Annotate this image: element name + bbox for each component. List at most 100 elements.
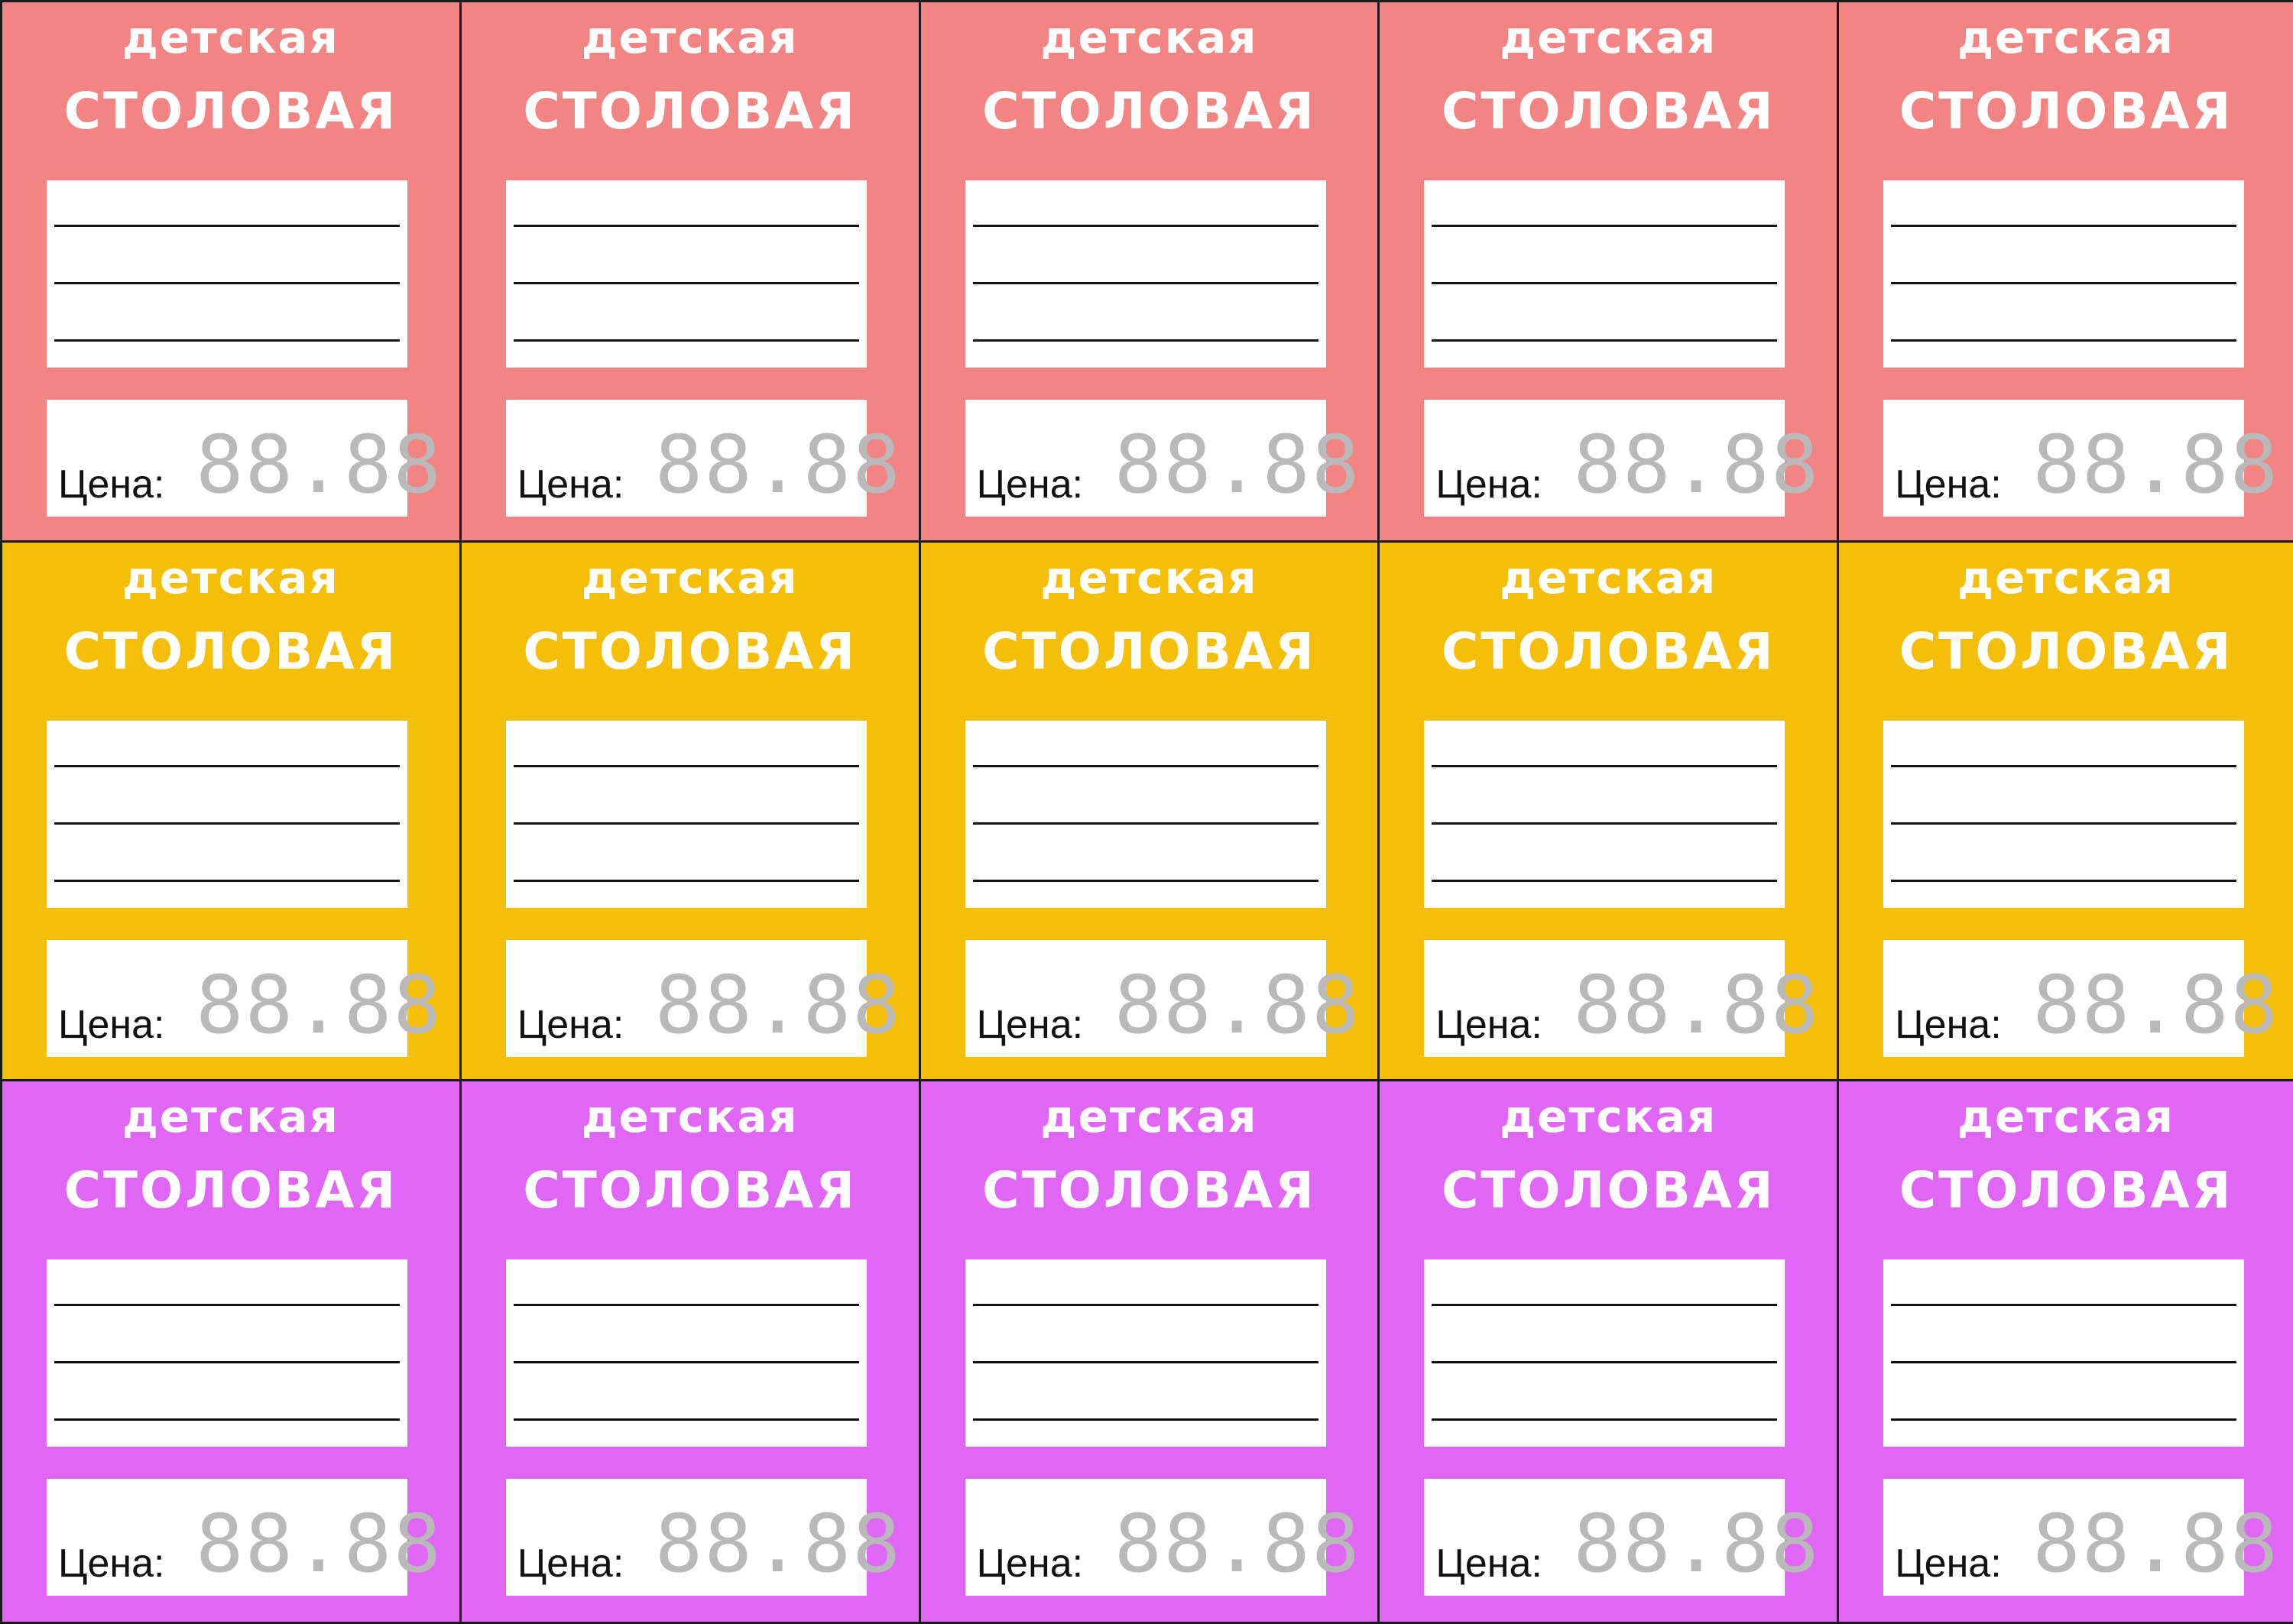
product-name-box [505,1259,867,1447]
product-name-box [965,180,1326,368]
tag-title-line2: СТОЛОВАЯ [523,622,858,681]
writing-line [54,339,400,342]
writing-line [1432,822,1778,825]
writing-line [513,1418,859,1421]
writing-line [1432,1361,1778,1363]
price-box: Цена: 88.88 [965,1479,1360,1596]
price-placeholder-digits: 88.88 [654,418,902,511]
tag-title-line1: детская [1500,1091,1717,1143]
product-name-box [965,721,1326,908]
tag-title-line2: СТОЛОВАЯ [1441,1161,1776,1220]
price-box: Цена: 88.88 [1883,400,2278,517]
tag-title-line2: СТОЛОВАЯ [982,1161,1316,1220]
price-tag: детская СТОЛОВАЯ Цена: 88.88 [459,1079,921,1624]
tag-title-line2: СТОЛОВАЯ [63,82,398,141]
writing-line [972,225,1318,227]
tag-title-line2: СТОЛОВАЯ [1441,82,1776,141]
price-tag: детская СТОЛОВАЯ Цена: 88.88 [1837,1079,2293,1624]
price-tag: детская СТОЛОВАЯ Цена: 88.88 [918,540,1380,1081]
price-label: Цена: [1895,1541,2002,1586]
writing-line [1891,225,2237,227]
price-placeholder-digits: 88.88 [196,1497,443,1590]
price-tag: детская СТОЛОВАЯ Цена: 88.88 [1377,0,1840,543]
tag-title-line2: СТОЛОВАЯ [63,1161,398,1220]
writing-line [1891,282,2237,284]
price-box: Цена: 88.88 [505,940,900,1057]
tag-title-line1: детская [581,552,799,604]
tag-title-line2: СТОЛОВАЯ [1899,1161,2233,1220]
product-name-box [1883,721,2245,908]
writing-line [972,282,1318,284]
writing-line [1432,880,1778,882]
writing-line [54,880,400,882]
price-box: Цена: 88.88 [1424,940,1818,1057]
tag-title-line1: детская [122,552,339,604]
writing-line [1891,765,2237,767]
writing-line [1432,1304,1778,1306]
price-tag: детская СТОЛОВАЯ Цена: 88.88 [918,1079,1380,1624]
tag-row-violet: детская СТОЛОВАЯ Цена: 88.88 детская СТОЛОВАЯ… [0,1079,2293,1624]
writing-line [972,765,1318,767]
tag-title-line1: детская [1040,1091,1258,1143]
writing-line [54,1361,400,1363]
tag-title-line1: детская [1957,11,2175,63]
tag-title-line1: детская [1957,552,2175,604]
price-label: Цена: [58,462,165,507]
price-box: Цена: 88.88 [1424,400,1818,517]
writing-line [54,225,400,227]
price-placeholder-digits: 88.88 [1114,958,1361,1052]
writing-line [513,225,859,227]
price-label: Цена: [1435,1541,1542,1586]
writing-line [972,822,1318,825]
price-tag: детская СТОЛОВАЯ Цена: 88.88 [1837,0,2293,543]
product-name-box [965,1259,1326,1447]
writing-line [54,765,400,767]
tag-title-line2: СТОЛОВАЯ [982,622,1316,681]
tag-title-line2: СТОЛОВАЯ [523,82,858,141]
price-label: Цена: [517,462,624,507]
tag-title-line2: СТОЛОВАЯ [1899,82,2233,141]
writing-line [54,1304,400,1306]
price-label: Цена: [517,1003,624,1047]
price-label: Цена: [58,1003,165,1047]
price-tag: детская СТОЛОВАЯ Цена: 88.88 [1837,540,2293,1081]
price-placeholder-digits: 88.88 [654,1497,902,1590]
writing-line [54,822,400,825]
tag-title-line2: СТОЛОВАЯ [1899,622,2233,681]
writing-line [513,282,859,284]
price-label: Цена: [58,1541,165,1586]
price-tag: детская СТОЛОВАЯ Цена: 88.88 [0,1079,462,1624]
writing-line [1432,765,1778,767]
price-label: Цена: [976,1003,1084,1047]
product-name-box [1883,180,2245,368]
product-name-box [47,1259,407,1447]
writing-line [513,880,859,882]
price-placeholder-digits: 88.88 [1573,418,1821,511]
price-label: Цена: [517,1541,624,1586]
tag-title-line1: детская [1040,11,1258,63]
price-placeholder-digits: 88.88 [2032,418,2280,511]
price-placeholder-digits: 88.88 [196,418,443,511]
writing-line [1432,339,1778,342]
price-tag: детская СТОЛОВАЯ Цена: 88.88 [918,0,1380,543]
price-placeholder-digits: 88.88 [1573,958,1821,1052]
writing-line [1432,282,1778,284]
writing-line [513,765,859,767]
product-name-box [47,721,407,908]
price-label: Цена: [1895,462,2002,507]
price-label: Цена: [1435,462,1542,507]
product-name-box [1424,1259,1785,1447]
price-box: Цена: 88.88 [47,1479,441,1596]
price-tag: детская СТОЛОВАЯ Цена: 88.88 [0,540,462,1081]
writing-line [972,1304,1318,1306]
price-box: Цена: 88.88 [1883,940,2278,1057]
writing-line [972,880,1318,882]
writing-line [513,822,859,825]
price-placeholder-digits: 88.88 [1573,1497,1821,1590]
price-label: Цена: [976,462,1084,507]
product-name-box [1424,721,1785,908]
tag-row-amber: детская СТОЛОВАЯ Цена: 88.88 детская СТОЛОВАЯ… [0,540,2293,1081]
tag-row-coral: детская СТОЛОВАЯ Цена: 88.88 детская СТОЛОВАЯ… [0,0,2293,543]
price-placeholder-digits: 88.88 [1114,418,1361,511]
